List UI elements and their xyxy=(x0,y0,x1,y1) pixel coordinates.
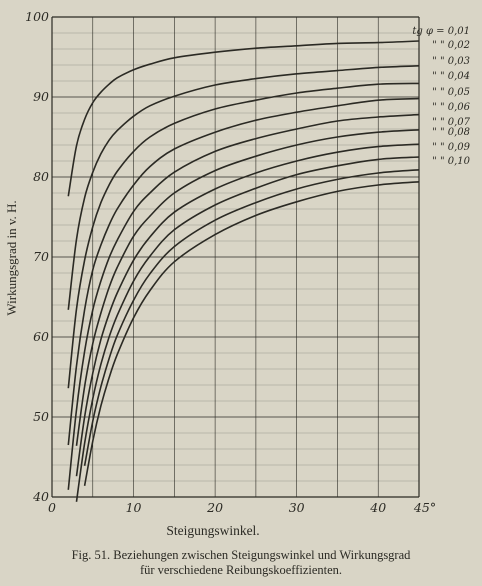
legend-label-0,02: " " 0,02 xyxy=(432,40,470,51)
y-tick-label: 100 xyxy=(25,9,49,24)
legend-label-0,09: " " 0,09 xyxy=(432,142,470,153)
y-tick-labels: 40 50 60 70 80 90 100 xyxy=(25,9,49,504)
x-tick-labels: 0 10 20 30 40 45° xyxy=(48,500,436,515)
x-tick-label: 20 xyxy=(206,500,223,515)
x-tick-label: 40 xyxy=(369,500,386,515)
x-axis-label: Steigungswinkel. xyxy=(166,523,259,538)
y-tick-label: 40 xyxy=(32,489,49,504)
series-line-0,03 xyxy=(67,82,420,389)
legend-label-0,10: " " 0,10 xyxy=(432,156,470,167)
legend: tg φ = 0,01 " " 0,02 " " 0,03 " " 0,04 " " 0… xyxy=(412,26,470,167)
legend-label-0,05: " " 0,05 xyxy=(432,87,470,98)
y-tick-label: 50 xyxy=(33,409,49,424)
grid xyxy=(51,16,420,498)
series-line-0,04 xyxy=(67,97,420,446)
x-tick-label: 10 xyxy=(126,500,142,515)
figure-caption: Fig. 51. Beziehungen zwischen Steigungsw… xyxy=(0,548,482,578)
legend-label-0,03: " " 0,03 xyxy=(432,56,470,67)
series-line-0,05 xyxy=(67,113,420,490)
x-tick-label: 0 xyxy=(48,500,56,515)
y-tick-label: 60 xyxy=(33,329,49,344)
x-tick-label: 30 xyxy=(289,500,305,515)
legend-label-0,07: " " 0,07 xyxy=(432,117,470,128)
y-axis-label: Wirkungsgrad in v. H. xyxy=(4,200,19,315)
series-line-0,07 xyxy=(75,143,420,477)
legend-label-0,08: " " 0,08 xyxy=(432,127,470,138)
series-line-0,08 xyxy=(75,156,420,502)
curves xyxy=(67,40,420,502)
caption-line-2: für verschiedene Reibungskoeffizienten. xyxy=(139,563,343,577)
y-tick-label: 90 xyxy=(33,89,49,104)
y-tick-label: 80 xyxy=(33,169,49,184)
series-line-0,01 xyxy=(67,40,420,197)
series-line-0,09 xyxy=(83,169,420,466)
y-tick-label: 70 xyxy=(33,249,49,264)
efficiency-chart: 0 10 20 30 40 45° 40 50 60 70 80 90 100 tg φ = 0,01… xyxy=(4,9,471,538)
x-tick-label: 45° xyxy=(413,500,436,515)
legend-label-0,06: " " 0,06 xyxy=(432,102,470,113)
legend-label-0,01: tg φ = 0,01 xyxy=(412,26,470,37)
series-line-0,06 xyxy=(75,129,420,446)
legend-label-0,04: " " 0,04 xyxy=(432,71,470,82)
series-line-0,02 xyxy=(67,65,420,310)
series-line-0,10 xyxy=(83,181,420,486)
caption-line-1: Fig. 51. Beziehungen zwischen Steigungsw… xyxy=(71,548,411,562)
